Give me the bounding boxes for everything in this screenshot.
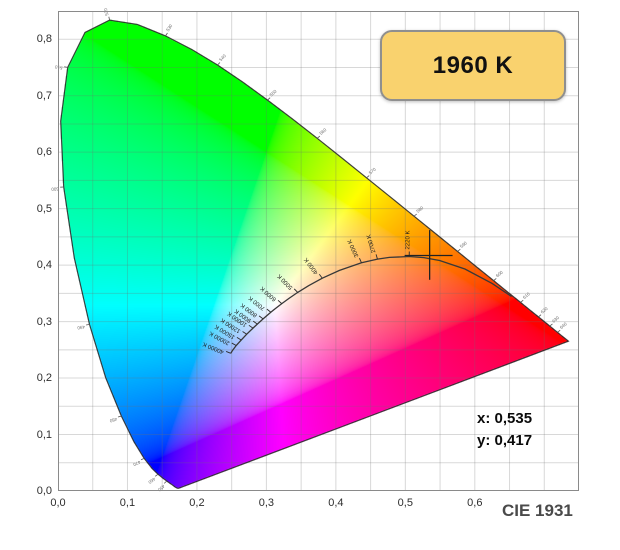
- svg-text:460: 460: [147, 476, 156, 485]
- svg-text:580: 580: [415, 205, 424, 214]
- y-axis-tick-label: 0,3: [36, 315, 52, 328]
- y-axis-tick-label: 0,5: [36, 202, 52, 215]
- x-axis-tick-label: 0,4: [328, 497, 344, 509]
- svg-text:600: 600: [495, 269, 504, 278]
- x-axis-tick-label: 0,0: [50, 497, 66, 509]
- svg-text:470: 470: [132, 459, 141, 467]
- diagram-overlay: 4504604704804905005105205305405505605705…: [51, 7, 579, 493]
- svg-text:480: 480: [109, 417, 118, 424]
- x-axis-tick-label: 0,1: [119, 497, 136, 509]
- svg-text:540: 540: [218, 53, 227, 62]
- svg-text:2700 K: 2700 K: [366, 234, 377, 254]
- svg-text:530: 530: [165, 23, 174, 32]
- svg-text:2220 K: 2220 K: [405, 230, 411, 249]
- svg-text:5000 K: 5000 K: [277, 272, 295, 290]
- y-axis-tick-label: 0,4: [36, 259, 52, 272]
- svg-text:570: 570: [368, 166, 377, 175]
- x-axis-tick-label: 0,6: [467, 497, 483, 509]
- diagram-caption: CIE 1931: [502, 501, 573, 520]
- cct-badge: 1960 K: [380, 30, 566, 101]
- svg-text:490: 490: [77, 324, 86, 330]
- x-axis-tick-label: 0,5: [397, 497, 413, 509]
- y-axis-tick-label: 0,2: [36, 372, 52, 385]
- svg-text:590: 590: [459, 240, 468, 249]
- coordinate-readout: x: 0,535 y: 0,417: [477, 408, 532, 452]
- cct-badge-label: 1960 K: [432, 51, 514, 79]
- y-axis-tick-label: 0,7: [36, 89, 52, 102]
- x-axis-tick-label: 0,3: [258, 497, 275, 509]
- svg-text:640: 640: [559, 321, 568, 330]
- y-axis-tick-label: 0,1: [36, 428, 52, 441]
- readout-y-value: y: 0,417: [477, 432, 533, 449]
- svg-text:500: 500: [51, 186, 59, 192]
- y-axis-tick-label: 0,8: [36, 33, 52, 46]
- y-axis-tick-label: 0,0: [36, 485, 52, 497]
- svg-text:450: 450: [157, 484, 166, 493]
- x-axis-tick-label: 0,2: [189, 497, 205, 509]
- svg-text:630: 630: [551, 315, 560, 324]
- svg-text:3000 K: 3000 K: [347, 238, 360, 258]
- svg-text:550: 550: [269, 88, 278, 97]
- svg-text:610: 610: [522, 291, 531, 300]
- readout-x-value: x: 0,535: [477, 410, 533, 427]
- svg-text:560: 560: [318, 127, 327, 136]
- svg-text:620: 620: [540, 306, 549, 315]
- y-axis-tick-label: 0,6: [36, 146, 52, 159]
